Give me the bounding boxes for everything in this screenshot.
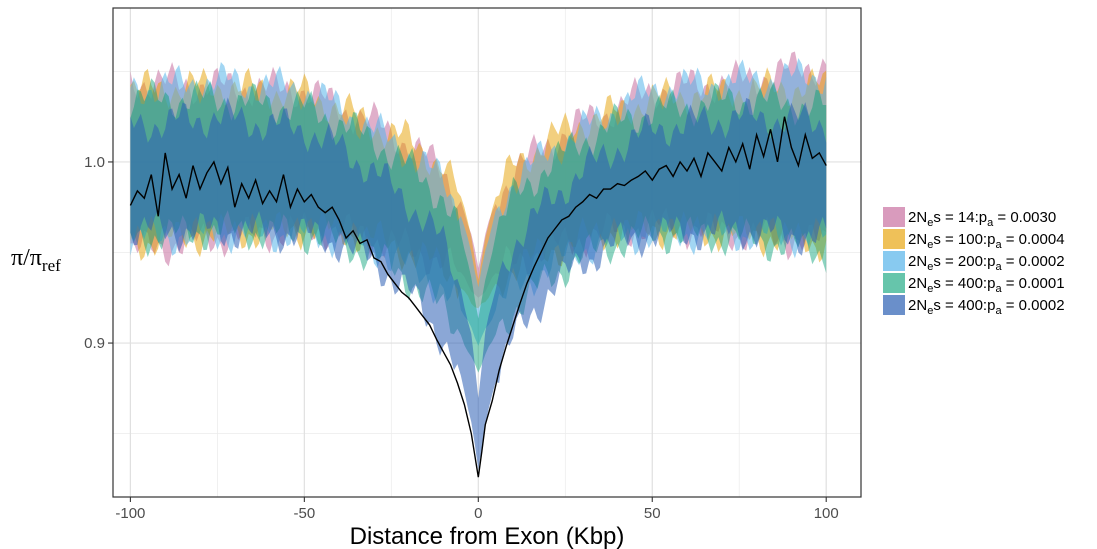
y-tick-label: 1.0 [84,154,105,171]
legend-swatch-2 [883,229,905,249]
panel-border [112,7,862,498]
x-tick-label: -100 [115,505,145,522]
x-tick-label: 100 [814,505,839,522]
y-axis-title-main: π/π [11,245,42,271]
series-bands [130,51,827,470]
legend-swatch-1 [883,207,905,227]
y-axis-title-subscript: ref [42,256,61,275]
legend-swatch-5 [883,295,905,315]
legend-swatch-4 [883,273,905,293]
legend-label-3: 2Nes = 200:pa = 0.0002 [908,253,1065,273]
x-tick-label: -50 [294,505,316,522]
y-tick-label: 0.9 [84,335,105,352]
y-axis: 0.9 1.0 [84,154,113,352]
series-band-3 [130,58,827,346]
observed-line [129,116,827,478]
observed-line-group [129,116,827,478]
legend-label-4: 2Nes = 400:pa = 0.0001 [908,275,1065,295]
x-axis: -100 -50 0 50 100 [115,497,839,522]
x-tick-label: 50 [644,505,661,522]
legend-swatch-3 [883,251,905,271]
y-axis-title: π/πref [11,245,61,275]
legend-label-2: 2Nes = 100:pa = 0.0004 [908,231,1065,251]
legend-label-1: 2Nes = 14:pa = 0.0030 [908,209,1056,229]
legend-label-5: 2Nes = 400:pa = 0.0002 [908,297,1065,317]
x-axis-title: Distance from Exon (Kbp) [350,523,625,549]
series-band-5 [130,97,827,470]
x-tick-label: 0 [474,505,482,522]
